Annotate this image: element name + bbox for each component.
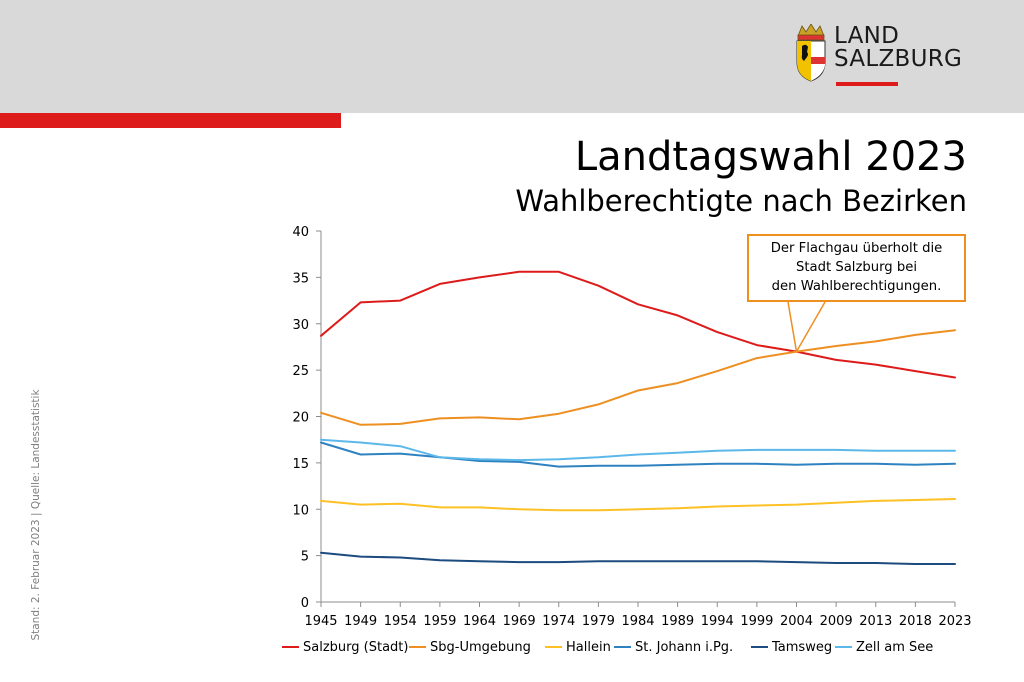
accent-bar — [0, 113, 341, 128]
x-tick-label: 1969 — [503, 614, 536, 629]
x-tick-label: 1974 — [542, 614, 575, 629]
legend-item: Salzburg (Stadt) — [282, 638, 408, 658]
coat-of-arms-icon — [796, 24, 826, 82]
series-line-4 — [320, 551, 956, 565]
x-tick-label: 2013 — [859, 614, 892, 629]
callout-pointer-right — [795, 301, 826, 352]
legend-swatch — [282, 645, 299, 648]
y-tick-label: 30 — [292, 318, 309, 333]
x-tick-label: 1994 — [701, 614, 734, 629]
y-tick-label: 0 — [301, 596, 309, 611]
legend-swatch — [545, 645, 562, 648]
annotation-line-1: Der Flachgau überholt die — [770, 241, 943, 256]
x-tick-label: 1949 — [344, 614, 377, 629]
x-tick-label: 2009 — [820, 614, 853, 629]
x-tick-label: 1979 — [582, 614, 615, 629]
y-tick-label: 40 — [292, 225, 309, 240]
x-tick-label: 1999 — [740, 614, 773, 629]
x-tick-label: 2004 — [780, 614, 813, 629]
x-tick-label: 1954 — [384, 614, 417, 629]
y-tick-label: 35 — [292, 271, 309, 286]
chart-series — [320, 270, 956, 565]
legend-item: Hallein — [545, 638, 611, 658]
legend-item: Zell am See — [835, 638, 933, 658]
callout-pointer-left — [787, 301, 798, 352]
legend-item: Sbg-Umgebung — [409, 638, 531, 658]
page-subtitle: Wahlberechtigte nach Bezirken — [515, 184, 967, 218]
y-tick-label: 20 — [292, 411, 309, 426]
annotation-line-2: Stadt Salzburg bei — [795, 260, 918, 275]
legend-label: Tamsweg — [772, 640, 833, 655]
page-title: Landtagswahl 2023 — [574, 134, 967, 180]
series-line-2 — [320, 498, 956, 512]
legend-label: Hallein — [566, 640, 611, 655]
legend-swatch — [614, 645, 631, 648]
x-tick-label: 1945 — [304, 614, 337, 629]
logo-wordmark: LAND SALZBURG — [834, 23, 963, 72]
legend-label: St. Johann i.Pg. — [635, 640, 734, 655]
legend-label: Sbg-Umgebung — [430, 640, 531, 655]
legend-item: Tamsweg — [751, 638, 832, 658]
series-line-1 — [320, 329, 956, 426]
legend-swatch — [751, 645, 768, 648]
y-tick-label: 15 — [292, 457, 309, 472]
x-tick-label: 1984 — [621, 614, 654, 629]
chart-axes: 0 5 10 15 20 25 30 35 40 1945 1949 1954 1959 1964 1969… — [292, 225, 971, 629]
y-tick-label: 10 — [292, 503, 309, 518]
x-tick-label: 2023 — [938, 614, 971, 629]
annotation-line-3: den Wahlberechtigungen. — [771, 279, 942, 294]
legend-swatch — [835, 645, 852, 648]
x-tick-label: 2018 — [899, 614, 932, 629]
series-line-0 — [320, 270, 956, 379]
y-tick-label: 25 — [292, 364, 309, 379]
x-tick-label: 1959 — [423, 614, 456, 629]
logo-underline — [836, 82, 898, 86]
legend-swatch — [409, 645, 426, 648]
x-tick-label: 1964 — [463, 614, 496, 629]
legend-label: Salzburg (Stadt) — [303, 640, 409, 655]
legend-label: Zell am See — [856, 640, 934, 655]
y-tick-label: 5 — [301, 550, 309, 565]
x-tick-label: 1989 — [661, 614, 694, 629]
chart-legend: Salzburg (Stadt) Sbg-Umgebung Hallein St. J… — [278, 638, 978, 658]
series-line-5 — [320, 438, 956, 462]
annotation-callout: Der Flachgau überholt die Stadt Salzburg… — [747, 234, 966, 302]
legend-item: St. Johann i.Pg. — [614, 638, 733, 658]
land-salzburg-logo: LAND SALZBURG — [794, 24, 974, 90]
header-band — [0, 0, 1024, 113]
callout-pointer — [787, 301, 826, 352]
series-line-3 — [320, 441, 956, 468]
